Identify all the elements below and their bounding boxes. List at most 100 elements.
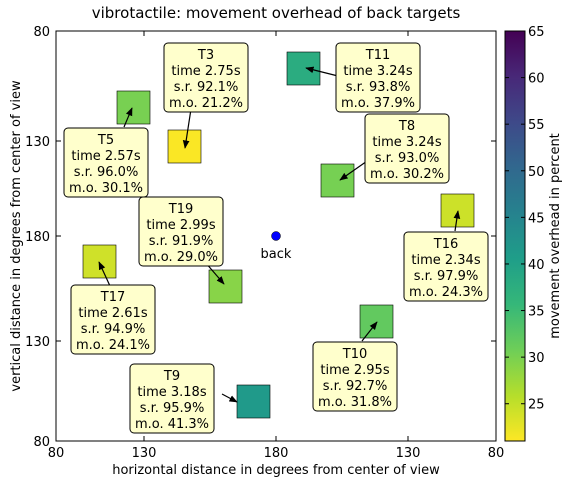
x-tick-label: 180	[264, 446, 289, 461]
y-tick-label: 130	[25, 335, 50, 350]
target-time: time 3.24s	[343, 64, 412, 79]
x-tick-label: 130	[396, 446, 421, 461]
target-name: T9	[163, 369, 180, 384]
target-success-rate: s.r. 91.9%	[149, 234, 214, 249]
x-tick-label: 130	[132, 446, 157, 461]
back-label: back	[261, 247, 292, 262]
colorbar	[504, 30, 526, 442]
target-time: time 2.75s	[171, 64, 240, 79]
target-square-t5	[116, 90, 151, 125]
target-success-rate: s.r. 97.9%	[414, 269, 479, 284]
target-movement-overhead: m.o. 37.9%	[341, 96, 415, 111]
target-movement-overhead: m.o. 30.1%	[69, 181, 143, 196]
target-square-t3	[167, 129, 202, 164]
arrow-t3	[182, 108, 192, 149]
target-success-rate: s.r. 92.1%	[174, 80, 239, 95]
target-success-rate: s.r. 93.0%	[375, 151, 440, 166]
target-success-rate: s.r. 93.8%	[346, 80, 411, 95]
target-square-t19	[208, 269, 243, 304]
colorbar-tick-label: 30	[528, 351, 545, 366]
target-square-t16	[440, 193, 475, 228]
y-tick-label: 130	[25, 135, 50, 150]
target-success-rate: s.r. 96.0%	[74, 165, 139, 180]
y-tick-label: 80	[33, 25, 50, 40]
colorbar-tick-label: 40	[528, 258, 545, 273]
target-name: T5	[97, 133, 114, 148]
target-square-t11	[286, 51, 321, 86]
target-time: time 2.34s	[411, 253, 480, 268]
colorbar-tick-label: 45	[528, 211, 545, 226]
target-movement-overhead: m.o. 24.3%	[409, 285, 483, 300]
target-time: time 2.95s	[320, 363, 389, 378]
x-axis-ticks: 80 130 180 130 80	[48, 31, 504, 461]
target-success-rate: s.r. 95.9%	[140, 401, 205, 416]
annotation-box	[364, 113, 450, 184]
target-square-t8	[320, 163, 355, 198]
target-success-rate: s.r. 94.9%	[81, 322, 146, 337]
arrow-t10	[361, 321, 378, 342]
y-axis-ticks: 80 130 180 130 80	[25, 25, 496, 450]
x-tick-label: 80	[48, 446, 65, 461]
target-movement-overhead: m.o. 31.8%	[318, 395, 392, 410]
y-axis-label: vertical distance in degrees from center…	[9, 80, 24, 392]
colorbar-tick-label: 50	[528, 165, 545, 180]
target-name: T11	[365, 48, 390, 63]
annotation-box	[70, 284, 156, 355]
target-movement-overhead: m.o. 30.2%	[370, 167, 444, 182]
chart-title: vibrotactile: movement overhead of back …	[92, 4, 461, 22]
arrow-t11	[305, 66, 339, 77]
annotation-box	[312, 341, 398, 412]
target-movement-overhead: m.o. 24.1%	[76, 338, 150, 353]
colorbar-tick-label: 35	[528, 305, 545, 320]
target-square-t17	[82, 244, 117, 279]
target-movement-overhead: m.o. 41.3%	[135, 417, 209, 432]
target-name: T8	[398, 119, 415, 134]
y-tick-label: 180	[25, 230, 50, 245]
colorbar-tick-label: 60	[528, 72, 545, 87]
back-marker	[271, 231, 281, 241]
annotation-box	[163, 42, 249, 113]
annotation-box	[138, 196, 224, 267]
target-name: T10	[342, 347, 367, 362]
y-tick-label: 80	[33, 435, 50, 450]
target-square-t9	[236, 384, 271, 419]
target-time: time 3.18s	[137, 385, 206, 400]
colorbar-tick-label: 65	[528, 25, 545, 40]
arrow-t16	[453, 210, 461, 232]
target-success-rate: s.r. 92.7%	[323, 379, 388, 394]
target-squares	[82, 51, 475, 419]
annotation-box	[129, 363, 215, 434]
x-axis-label: horizontal distance in degrees from cent…	[112, 463, 440, 478]
annotation-box	[403, 231, 489, 302]
annotation-box	[63, 127, 149, 198]
target-time: time 2.57s	[71, 149, 140, 164]
target-movement-overhead: m.o. 29.0%	[144, 250, 218, 265]
target-name: T19	[168, 202, 193, 217]
target-name: T17	[100, 290, 125, 305]
annotation-box	[335, 42, 421, 113]
arrow-t5	[123, 107, 133, 128]
target-square-t10	[359, 304, 394, 339]
target-movement-overhead: m.o. 21.2%	[169, 96, 243, 111]
arrow-t17	[98, 261, 111, 287]
target-name: T16	[433, 237, 458, 252]
target-time: time 2.61s	[78, 306, 147, 321]
target-name: T3	[197, 48, 214, 63]
target-time: time 3.24s	[372, 135, 441, 150]
colorbar-label: movement overhead in percent	[548, 133, 563, 339]
target-time: time 2.99s	[146, 218, 215, 233]
colorbar-ticks: 25 30 35 40 45 50 55 60 65	[505, 25, 545, 413]
colorbar-tick-label: 55	[528, 118, 545, 133]
